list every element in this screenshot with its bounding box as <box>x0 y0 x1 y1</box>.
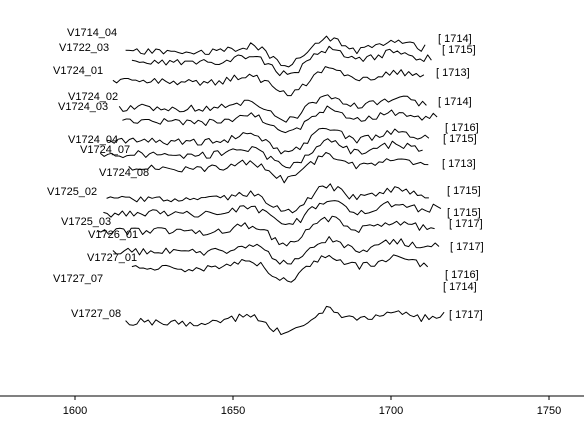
series-name-label: V1724_04 <box>68 134 118 146</box>
series-end-labels: [ 1714][ 1715][ 1713][ 1714][ 1716][ 171… <box>436 33 484 321</box>
series-line-v1724_07 <box>99 138 423 169</box>
series-name-labels: V1714_04 V1722_03 V1724_01 V1724_02V1724_03… <box>47 27 149 320</box>
series-end-label: [ 1713] <box>442 158 476 170</box>
series-line-v1727_07 <box>131 254 429 283</box>
series-line-v1724_08 <box>128 152 429 184</box>
series-name-label: V1727_07 <box>53 273 103 285</box>
x-tick-label: 1700 <box>379 405 403 417</box>
series-end-label: [ 1714] <box>438 33 472 45</box>
series-line-v1725_02 <box>106 183 429 214</box>
series-end-label: [ 1715] <box>447 207 481 219</box>
series-name-label: V1724_02 <box>68 91 118 103</box>
series-name-label: V1724_03 <box>58 101 108 113</box>
series-name-label: V1714_04 <box>67 27 117 39</box>
series-line-v1722_03 <box>131 45 432 77</box>
series-end-label: [ 1717] <box>449 218 483 230</box>
series-name-label: V1727_08 <box>71 308 121 320</box>
series-traces <box>96 35 445 336</box>
series-end-label: [ 1715] <box>442 44 476 56</box>
series-line-v1724_03 <box>122 105 438 134</box>
series-end-label: [ 1715] <box>447 185 481 197</box>
series-end-label: [ 1713] <box>436 67 470 79</box>
series-name-label: V1726_01 <box>88 229 138 241</box>
series-name-label: V1727_01 <box>87 252 137 264</box>
x-tick-label: 1600 <box>63 405 87 417</box>
series-end-label: [ 1716] <box>445 269 479 281</box>
series-line-v1724_01 <box>112 66 425 97</box>
series-name-label: V1724_08 <box>99 167 149 179</box>
series-line-v1724_02 <box>118 94 427 123</box>
series-end-label: [ 1714] <box>438 96 472 108</box>
series-end-label: [ 1717] <box>449 309 483 321</box>
series-line-v1727_08 <box>125 305 445 336</box>
x-tick-label: 1650 <box>221 405 245 417</box>
series-end-label: [ 1714] <box>443 281 477 293</box>
series-name-label: V1725_03 <box>61 216 111 228</box>
series-line-v1726_01 <box>96 215 435 247</box>
series-end-label: [ 1717] <box>450 241 484 253</box>
series-name-label: V1722_03 <box>59 42 109 54</box>
series-end-label: [ 1715] <box>443 133 477 145</box>
series-name-label: V1724_07 <box>80 144 130 156</box>
x-axis-ticks: 1600 1650 1700 1750 <box>63 396 561 417</box>
x-tick-label: 1750 <box>537 405 561 417</box>
series-end-label: [ 1716] <box>445 122 479 134</box>
series-line-v1714_04 <box>125 35 426 68</box>
series-line-v1724_04 <box>106 127 430 155</box>
series-name-label: V1725_02 <box>47 186 97 198</box>
series-name-label: V1724_01 <box>53 65 103 77</box>
series-line-v1727_01 <box>112 236 440 265</box>
series-line-v1725_03 <box>103 200 442 225</box>
